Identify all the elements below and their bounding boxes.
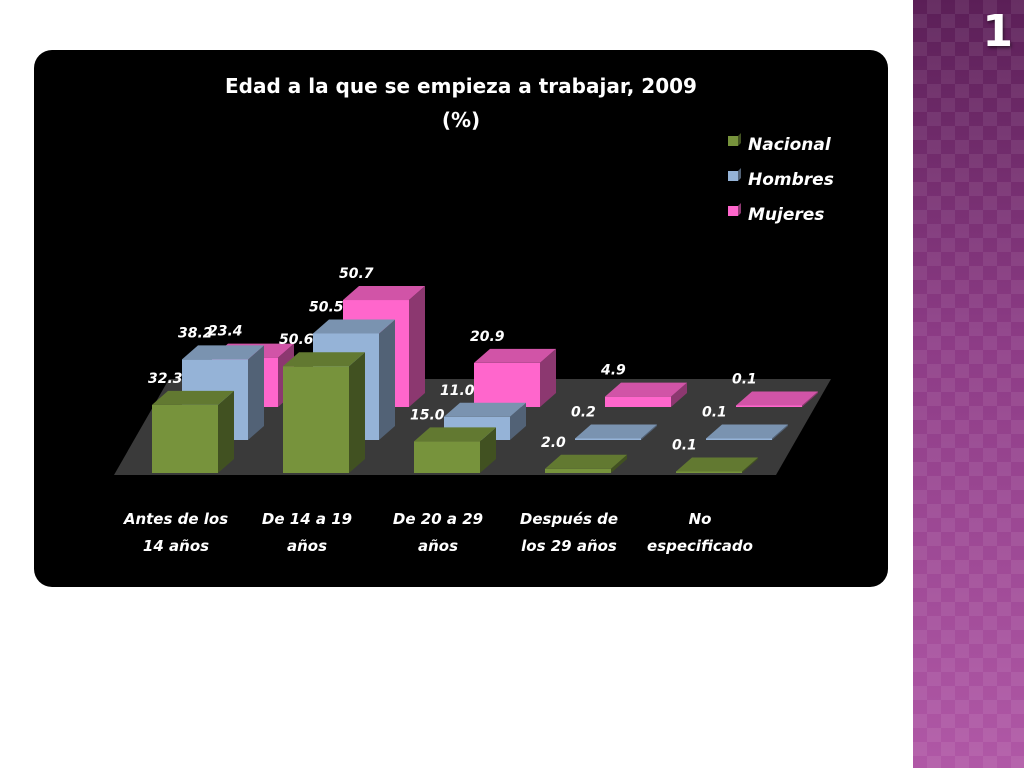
bar-nacional-5 [676,457,758,473]
bar-mujeres-5 [736,391,818,407]
legend-swatch-hombres [728,171,738,181]
data-label-hombres-4: 0.2 [571,405,596,421]
legend-label-hombres: Hombres [748,170,834,190]
legend-label-nacional: Nacional [748,135,832,155]
data-label-mujeres-5: 0.1 [732,372,757,388]
bar-hombres-4 [575,424,657,440]
bar-nacional-4 [545,454,627,473]
bars-layer [152,286,818,473]
data-label-mujeres-2: 50.7 [339,266,374,282]
data-label-hombres-2: 50.5 [309,299,344,315]
bar-hombres-5 [706,424,788,440]
category-label-1-line-1: Antes de los [123,510,228,528]
bar-nacional-2 [283,352,365,473]
legend-swatch-nacional [728,136,738,146]
category-axis-labels: Antes de los 14 años De 14 a 19 años De 20 a… [123,510,753,555]
slide-number: 1 [982,6,1013,57]
chart-title-line-1: Edad a la que se empieza a trabajar, 200… [225,74,697,98]
legend-label-mujeres: Mujeres [748,205,824,225]
category-label-3-line-1: De 20 a 29 [393,510,483,528]
category-label-2-line-2: años [287,537,327,555]
data-label-mujeres-3: 20.9 [470,329,505,345]
category-label-3-line-2: años [418,537,458,555]
chart-panel: Edad a la que se empieza a trabajar, 200… [34,50,888,587]
bar-mujeres-3 [474,348,556,407]
category-label-1-line-2: 14 años [143,537,209,555]
bar-chart: Edad a la que se empieza a trabajar, 200… [114,74,834,555]
legend-swatch-side-hombres [738,168,741,181]
legend-swatch-mujeres [728,206,738,216]
category-label-5-line-2: especificado [647,537,753,555]
legend-swatch-side-mujeres [738,203,741,216]
data-label-nacional-1: 32.3 [148,371,183,387]
bar-nacional-3 [414,427,496,473]
bar-nacional-1 [152,390,234,473]
legend-swatch-side-nacional [738,133,741,146]
category-label-5-line-1: No [689,510,712,528]
side-decoration-strip [913,0,1024,768]
data-label-nacional-5: 0.1 [672,438,697,454]
data-label-nacional-4: 2.0 [541,435,566,451]
data-label-mujeres-1: 23.4 [208,324,243,340]
data-label-hombres-3: 11.0 [440,383,475,399]
chart-title-line-2: (%) [442,108,480,132]
category-label-2-line-1: De 14 a 19 [262,510,352,528]
category-label-4-line-1: Después de [520,510,618,528]
data-label-nacional-3: 15.0 [410,407,445,423]
data-label-mujeres-4: 4.9 [600,363,626,379]
category-label-4-line-2: los 29 años [521,537,617,555]
data-label-hombres-5: 0.1 [702,405,727,421]
chart-legend: Nacional Hombres Mujeres [728,133,834,225]
bar-mujeres-4 [605,382,687,407]
data-label-nacional-2: 50.6 [279,332,314,348]
data-labels-layer: 23.4 50.7 20.9 4.9 0.1 38.2 50.5 11.0 0.2 0.1 32.3… [148,266,757,453]
data-label-hombres-1: 38.2 [178,325,213,341]
